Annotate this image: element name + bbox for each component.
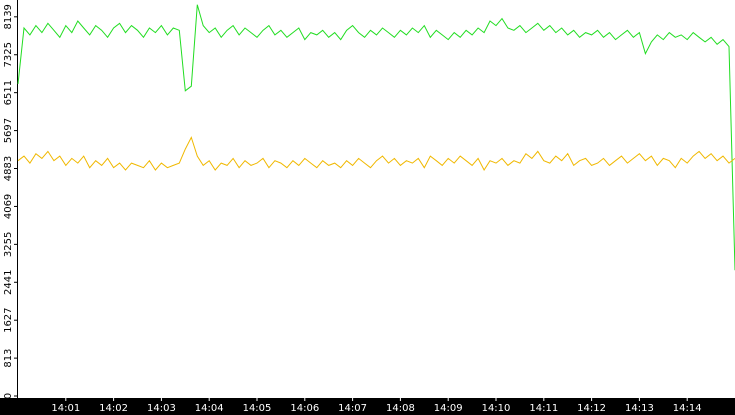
- x-axis-bar: [0, 398, 735, 415]
- x-tick-label: 14:02: [99, 403, 128, 414]
- x-tick-label: 14:09: [434, 403, 463, 414]
- y-tick-label: 7325: [3, 42, 14, 67]
- series-line: [17, 4, 735, 271]
- y-tick-label: 2441: [3, 270, 14, 295]
- y-tick-label: 4069: [3, 194, 14, 219]
- y-tick-label: 0: [3, 393, 14, 399]
- x-tick-label: 14:04: [195, 403, 224, 414]
- x-tick-label: 14:07: [338, 403, 367, 414]
- x-tick-label: 14:10: [482, 403, 511, 414]
- x-tick-label: 14:06: [290, 403, 319, 414]
- x-tick-label: 14:14: [673, 403, 702, 414]
- x-tick-label: 14:12: [577, 403, 606, 414]
- y-tick-label: 4883: [3, 156, 14, 181]
- series-line: [17, 136, 735, 172]
- y-tick-label: 813: [3, 349, 14, 368]
- x-tick-label: 14:05: [243, 403, 272, 414]
- y-tick-label: 5697: [3, 118, 14, 143]
- x-tick-label: 14:11: [529, 403, 558, 414]
- y-tick-label: 1627: [3, 307, 14, 332]
- x-tick-label: 14:01: [51, 403, 80, 414]
- x-tick-label: 14:08: [386, 403, 415, 414]
- x-tick-label: 14:03: [147, 403, 176, 414]
- y-tick-label: 3255: [3, 232, 14, 257]
- y-tick-label: 8139: [3, 4, 14, 29]
- x-tick-label: 14:13: [625, 403, 654, 414]
- y-tick-label: 6511: [3, 80, 14, 105]
